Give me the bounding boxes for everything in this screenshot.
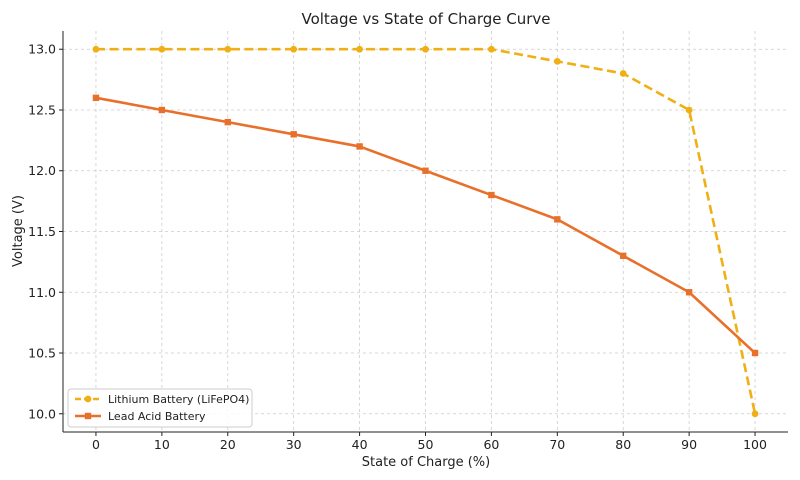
x-tick-label: 60 bbox=[483, 437, 499, 452]
data-point-lithium bbox=[751, 410, 759, 418]
y-tick-label: 11.5 bbox=[28, 224, 56, 239]
x-tick-label: 20 bbox=[220, 437, 236, 452]
x-axis-label: State of Charge (%) bbox=[362, 455, 490, 470]
y-tick-label: 10.5 bbox=[28, 346, 56, 361]
y-axis-label: Voltage (V) bbox=[11, 195, 26, 267]
data-point-lead-acid bbox=[224, 118, 231, 126]
grid bbox=[63, 31, 788, 432]
data-point-lead-acid bbox=[488, 191, 495, 199]
x-tick-label: 10 bbox=[154, 437, 170, 452]
data-point-lead-acid bbox=[751, 349, 759, 357]
data-point-lithium bbox=[290, 45, 298, 53]
data-point-lead-acid bbox=[620, 252, 627, 260]
legend-box bbox=[67, 388, 253, 428]
data-point-lithium bbox=[356, 45, 363, 53]
legend: Lithium Battery (LiFePO4) Lead Acid Batte… bbox=[67, 388, 253, 428]
data-point-lithium bbox=[553, 57, 561, 65]
legend-label-lead-acid: Lead Acid Battery bbox=[108, 410, 206, 423]
data-point-lithium bbox=[158, 45, 166, 53]
data-point-lead-acid bbox=[158, 106, 166, 114]
legend-label-lithium: Lithium Battery (LiFePO4) bbox=[108, 393, 249, 406]
data-point-lead-acid bbox=[685, 289, 693, 296]
data-point-lithium bbox=[685, 106, 693, 114]
data-point-lead-acid bbox=[290, 131, 297, 138]
x-tick-label: 30 bbox=[286, 437, 302, 452]
y-tick-label: 10.0 bbox=[28, 406, 56, 421]
data-point-lithium bbox=[224, 45, 232, 53]
x-tick-label: 0 bbox=[92, 437, 100, 452]
x-tick-label: 100 bbox=[743, 437, 767, 452]
data-point-lead-acid bbox=[422, 167, 429, 174]
data-point-lead-acid bbox=[92, 94, 100, 102]
x-tick-label: 40 bbox=[352, 437, 368, 452]
data-point-lithium bbox=[422, 45, 429, 53]
y-tick-label: 12.5 bbox=[28, 102, 56, 117]
data-point-lithium bbox=[92, 45, 100, 53]
series-layer bbox=[92, 45, 759, 418]
y-tick-label: 11.0 bbox=[28, 285, 56, 300]
data-point-lithium bbox=[488, 45, 495, 53]
x-tick-label: 50 bbox=[418, 437, 434, 452]
x-tick-label: 90 bbox=[681, 437, 697, 452]
y-tick-label: 13.0 bbox=[28, 42, 56, 57]
data-point-lead-acid bbox=[356, 143, 363, 150]
data-point-lead-acid bbox=[554, 216, 561, 223]
x-axis-ticks: 0 10 20 30 40 50 60 70 80 90 100 bbox=[92, 432, 767, 452]
series-lead-acid bbox=[92, 94, 759, 357]
data-point-lithium bbox=[619, 70, 627, 77]
x-tick-label: 70 bbox=[549, 437, 565, 452]
legend-marker-lithium bbox=[84, 395, 92, 403]
y-axis-ticks: 10.0 10.5 11.0 11.5 12.0 12.5 13.0 bbox=[28, 42, 63, 421]
y-tick-label: 12.0 bbox=[28, 163, 56, 178]
chart-title: Voltage vs State of Charge Curve bbox=[301, 10, 550, 28]
x-tick-label: 80 bbox=[615, 437, 631, 452]
legend-marker-lead-acid bbox=[84, 412, 92, 420]
series-lithium bbox=[92, 45, 759, 418]
